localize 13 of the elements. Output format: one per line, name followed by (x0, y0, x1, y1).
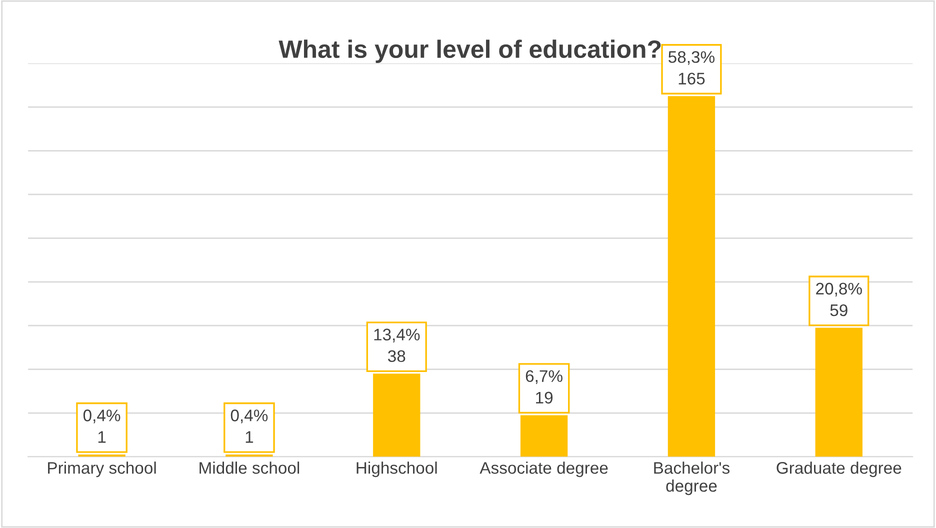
data-label: 58,3% 165 (668, 51, 715, 85)
x-tick-label: Associate degree (480, 462, 608, 478)
data-label: 0,4% 1 (230, 410, 268, 443)
x-tick-label: Middle school (200, 462, 300, 474)
x-tick-label: Bachelor's degree (654, 462, 730, 496)
data-label: 0,4% 1 (83, 410, 120, 443)
data-label: 13,4% 38 (374, 328, 420, 362)
chart-title: What is your level of education? (278, 40, 661, 63)
x-tick-label: Highschool (356, 462, 437, 478)
x-tick-label: Primary school (48, 462, 156, 478)
data-label: 20,8% 59 (816, 282, 862, 316)
x-tick-label: Graduate degree (776, 462, 902, 478)
data-label: 6,7% 19 (526, 370, 562, 404)
